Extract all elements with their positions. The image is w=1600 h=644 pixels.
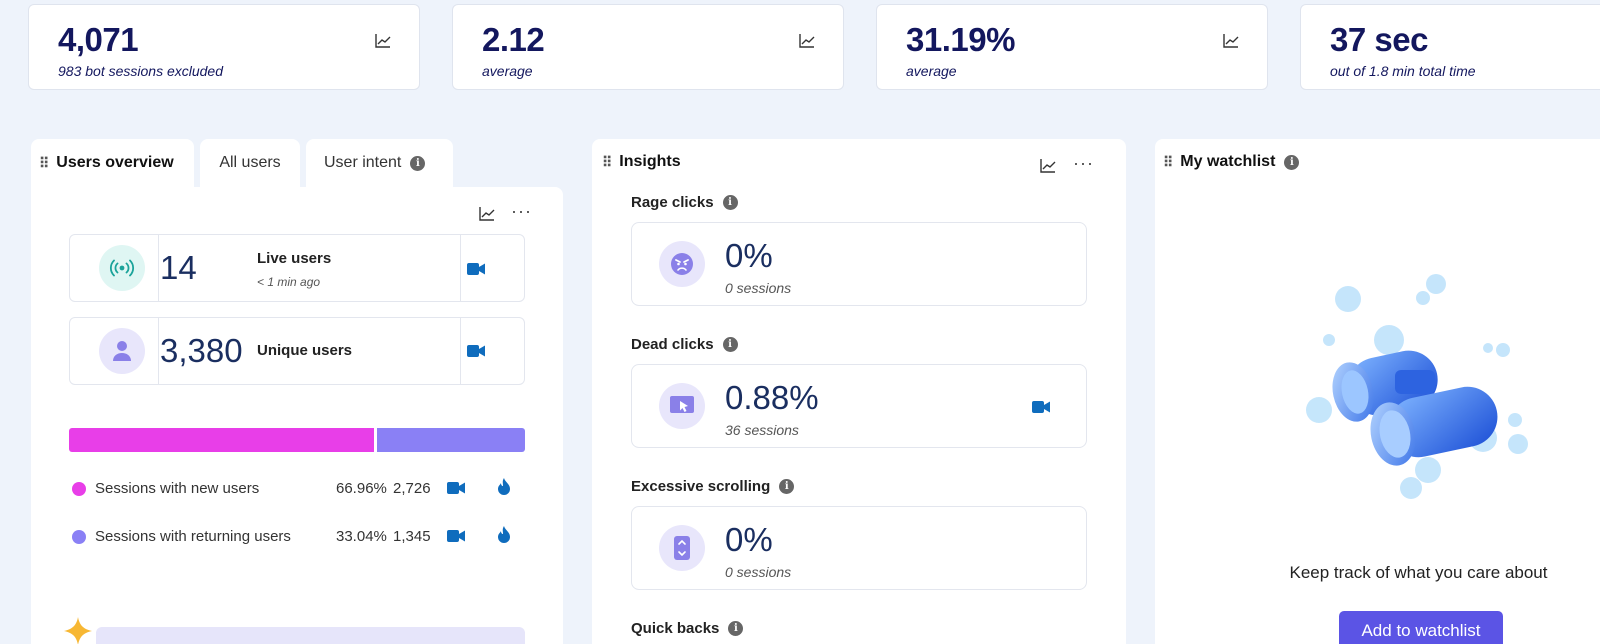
insight-label-text: Dead clicks [631, 336, 714, 353]
live-signal-icon [99, 245, 145, 291]
sessions-split-bar [69, 428, 525, 452]
new-users-segment[interactable] [69, 428, 375, 452]
watchlist-panel: ⠿ My watchlist i Keep track of what you … [1155, 139, 1600, 644]
video-recording-icon[interactable] [467, 344, 485, 358]
legend-dot [72, 530, 86, 544]
user-avatar-icon [99, 328, 145, 374]
video-recording-icon[interactable] [1032, 400, 1050, 414]
video-recording-icon[interactable] [467, 262, 485, 276]
video-recording-icon[interactable] [447, 529, 465, 543]
angry-face-icon [659, 241, 705, 287]
tab-label: All users [219, 154, 281, 171]
insight-label-excessive-scrolling: Excessive scrolling i [631, 478, 795, 495]
video-recording-icon[interactable] [447, 481, 465, 495]
insight-sessions: 0 sessions [725, 564, 792, 580]
insight-label-quick-backs: Quick backs i [631, 620, 744, 637]
drag-handle-icon[interactable]: ⠿ [602, 153, 612, 170]
info-icon[interactable]: i [410, 155, 426, 171]
metric-card-pages: 2.12 average [452, 4, 844, 90]
copilot-summary-card[interactable] [96, 627, 525, 644]
info-icon[interactable]: i [728, 621, 744, 636]
insight-label-text: Excessive scrolling [631, 478, 771, 495]
unique-users-row: 3,380 Unique users [69, 317, 525, 385]
legend-label: Sessions with returning users [95, 528, 291, 545]
metric-value: 2.12 [482, 21, 545, 58]
insight-card-excessive-scrolling[interactable]: 0% 0 sessions [631, 506, 1087, 590]
watchlist-empty-message: Keep track of what you care about [1289, 563, 1548, 582]
panel-title: My watchlist [1180, 153, 1276, 170]
info-icon[interactable]: i [722, 337, 738, 352]
tab-user-intent[interactable]: User intent i [306, 139, 453, 187]
metric-subtitle: out of 1.8 min total time [1330, 63, 1476, 79]
live-users-label: Live users [257, 250, 332, 267]
tab-label: User intent [324, 154, 402, 171]
tab-all-users[interactable]: All users [200, 139, 300, 187]
insight-value: 0.88% [725, 379, 819, 416]
legend-new-users: Sessions with new users 66.96% 2,726 [70, 477, 530, 501]
legend-percent: 33.04% [336, 528, 387, 545]
more-options-icon[interactable]: ··· [1073, 153, 1094, 173]
legend-returning-users: Sessions with returning users 33.04% 1,3… [70, 525, 530, 549]
metric-value: 4,071 [58, 21, 139, 58]
tab-label: Users overview [56, 154, 174, 171]
heatmap-flame-icon[interactable] [496, 477, 512, 497]
live-users-count: 14 [160, 249, 197, 286]
trend-chart-icon[interactable] [1039, 157, 1057, 175]
binoculars-illustration [1306, 274, 1528, 499]
drag-handle-icon[interactable]: ⠿ [39, 154, 49, 171]
insight-sessions: 0 sessions [725, 280, 792, 296]
trend-chart-icon[interactable] [374, 32, 392, 50]
legend-count: 1,345 [393, 528, 431, 545]
insight-label-rage-clicks: Rage clicks i [631, 194, 738, 211]
metric-value: 31.19% [906, 21, 1015, 58]
heatmap-flame-icon[interactable] [496, 525, 512, 545]
insight-card-dead-clicks[interactable]: 0.88% 36 sessions [631, 364, 1087, 448]
unique-users-label: Unique users [257, 342, 353, 359]
info-icon[interactable]: i [722, 195, 738, 210]
more-options-icon[interactable]: ··· [511, 201, 532, 221]
legend-label: Sessions with new users [95, 480, 260, 497]
scroll-icon [659, 525, 705, 571]
trend-chart-icon[interactable] [478, 205, 496, 223]
legend-percent: 66.96% [336, 480, 387, 497]
insight-label-dead-clicks: Dead clicks i [631, 336, 738, 353]
sparkle-icon [64, 617, 92, 644]
info-icon[interactable]: i [1284, 154, 1300, 170]
trend-chart-icon[interactable] [798, 32, 816, 50]
insight-label-text: Quick backs [631, 620, 720, 637]
info-icon[interactable]: i [779, 479, 795, 494]
legend-count: 2,726 [393, 480, 431, 497]
insight-sessions: 36 sessions [725, 422, 799, 438]
live-users-row: 14 Live users < 1 min ago [69, 234, 525, 302]
metric-subtitle: 983 bot sessions excluded [58, 63, 223, 79]
metric-subtitle: average [906, 63, 957, 79]
insight-card-rage-clicks[interactable]: 0% 0 sessions [631, 222, 1087, 306]
metric-card-time: 37 sec out of 1.8 min total time [1300, 4, 1600, 90]
trend-chart-icon[interactable] [1222, 32, 1240, 50]
drag-handle-icon[interactable]: ⠿ [1163, 153, 1173, 170]
metric-value: 37 sec [1330, 21, 1428, 58]
panel-title: Insights [619, 153, 681, 170]
live-users-time: < 1 min ago [257, 275, 321, 289]
insight-label-text: Rage clicks [631, 194, 714, 211]
dead-click-cursor-icon [659, 383, 705, 429]
tab-users-overview[interactable]: ⠿ Users overview [31, 139, 194, 187]
insight-value: 0% [725, 521, 773, 558]
metric-card-scroll: 31.19% average [876, 4, 1268, 90]
legend-dot [72, 482, 86, 496]
metric-subtitle: average [482, 63, 533, 79]
returning-users-segment[interactable] [377, 428, 525, 452]
metric-card-sessions: 4,071 983 bot sessions excluded [28, 4, 420, 90]
insight-value: 0% [725, 237, 773, 274]
add-to-watchlist-button[interactable]: Add to watchlist [1339, 611, 1503, 644]
unique-users-count: 3,380 [160, 332, 243, 369]
